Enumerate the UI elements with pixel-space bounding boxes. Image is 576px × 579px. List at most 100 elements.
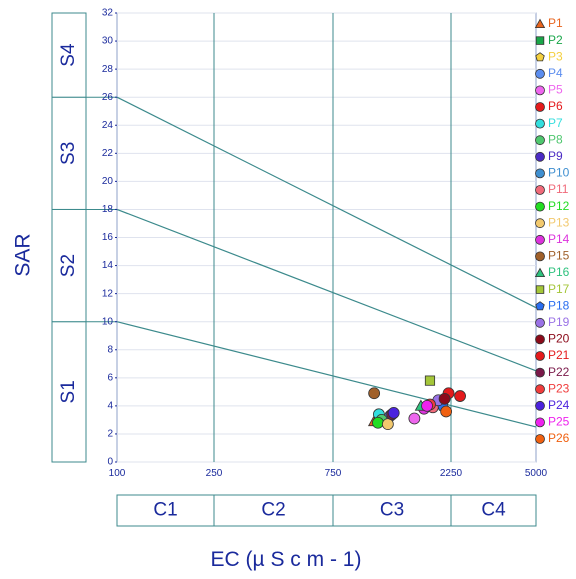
y-tick-label: 0: [107, 457, 113, 468]
x-axis-title: EC (µ S c m - 1): [211, 548, 362, 571]
legend-item: P12: [535, 199, 570, 213]
legend-item: P7: [535, 116, 563, 130]
legend-marker: [534, 18, 546, 29]
sodium-class-label: S1: [58, 380, 79, 403]
legend-marker: [535, 234, 545, 245]
legend-marker: [535, 68, 545, 79]
legend-marker: [535, 400, 545, 411]
sodium-class-label: S3: [58, 142, 79, 165]
y-tick-label: 6: [107, 372, 113, 383]
legend-marker: [535, 285, 545, 294]
sodium-class-cell: [51, 321, 87, 463]
legend-marker: [535, 367, 545, 378]
x-tick-label: 750: [325, 468, 342, 479]
data-point-p24: [387, 406, 400, 419]
legend-marker: [535, 201, 545, 212]
legend-label: P12: [548, 199, 570, 213]
legend-item: P17: [535, 282, 570, 296]
data-point-p21: [454, 390, 466, 402]
y-tick-label: 14: [102, 260, 114, 271]
y-tick-label: 16: [102, 232, 114, 243]
y-tick-label: 24: [102, 120, 114, 131]
legend-item: P6: [535, 99, 563, 113]
legend-marker: [535, 85, 545, 96]
sodium-class-column: S1 S2 S3 S4: [51, 12, 117, 463]
legend-item: P4: [535, 66, 563, 80]
y-tick-label: 18: [102, 204, 114, 215]
sodium-class-cell: [51, 12, 87, 98]
legend-label: P25: [548, 415, 570, 429]
sodium-class-cell: [51, 208, 87, 323]
legend-marker: [535, 384, 545, 395]
legend-item: P19: [535, 315, 570, 329]
legend-label: P23: [548, 381, 570, 395]
salinity-class-label: C2: [261, 500, 285, 521]
y-tick-label: 26: [102, 92, 114, 103]
legend-marker: [535, 151, 545, 162]
data-point-p13: [381, 418, 394, 431]
y-tick-label: 28: [102, 64, 114, 75]
legend-label: P17: [548, 282, 570, 296]
salinity-class-cell: [332, 494, 452, 527]
salinity-class-label: C1: [153, 500, 177, 521]
legend-item: P11: [535, 182, 569, 196]
boundary-line: [116, 321, 537, 428]
legend-item: P10: [535, 166, 570, 180]
x-tick-label: 5000: [525, 468, 548, 479]
legend-label: P15: [548, 249, 570, 263]
data-point-p26: [440, 405, 453, 418]
salinity-class-cell: [450, 494, 537, 527]
legend-marker: [535, 434, 545, 444]
sodium-class-label: S4: [58, 43, 79, 67]
legend-label: P20: [548, 332, 570, 346]
y-tick-label: 4: [107, 401, 113, 412]
legend-label: P2: [548, 33, 563, 47]
legend-item: P2: [535, 33, 563, 47]
salinity-class-cell: [213, 494, 334, 527]
data-point-p12: [372, 416, 384, 429]
legend-marker: [535, 334, 545, 345]
x-tick-label: 250: [206, 468, 223, 479]
legend-item: P8: [535, 132, 563, 146]
legend-label: P1: [548, 16, 563, 30]
legend-label: P16: [548, 265, 570, 279]
legend-item: P20: [535, 332, 570, 346]
legend-marker: [534, 267, 546, 278]
legend-item: P23: [535, 381, 570, 395]
legend-marker: [535, 102, 545, 112]
sodium-class-cell: [51, 96, 87, 210]
legend-label: P7: [548, 116, 563, 130]
legend-marker: [535, 168, 545, 179]
legend-item: P9: [535, 149, 563, 163]
legend-label: P14: [548, 232, 570, 246]
data-point-p5: [408, 412, 421, 425]
data-point-p15: [368, 387, 381, 400]
legend-marker: [535, 301, 545, 311]
salinity-class-label: C3: [380, 500, 404, 521]
x-tick-label: 100: [109, 468, 126, 479]
data-point-p17: [424, 375, 436, 386]
sample-points: [367, 375, 466, 431]
legend-label: P26: [548, 431, 570, 445]
data-point-p25: [421, 399, 433, 412]
sodium-class-label: S2: [58, 254, 79, 277]
legend-item: P22: [535, 365, 570, 379]
legend-item: P13: [535, 215, 570, 229]
y-tick-label: 30: [102, 36, 114, 47]
legend-marker: [535, 36, 545, 45]
legend-label: P3: [548, 49, 563, 63]
legend-item: P18: [535, 298, 570, 312]
legend-marker: [535, 351, 545, 361]
legend-label: P11: [548, 182, 569, 196]
legend-item: P1: [534, 16, 563, 30]
legend-item: P26: [535, 431, 570, 445]
legend-label: P9: [548, 149, 563, 163]
salinity-class-cell: [116, 494, 215, 527]
legend-marker: [535, 317, 545, 328]
legend-item: P5: [535, 83, 563, 97]
data-point-p20: [438, 392, 451, 405]
legend-label: P4: [548, 66, 563, 80]
boundary-line: [116, 96, 537, 309]
